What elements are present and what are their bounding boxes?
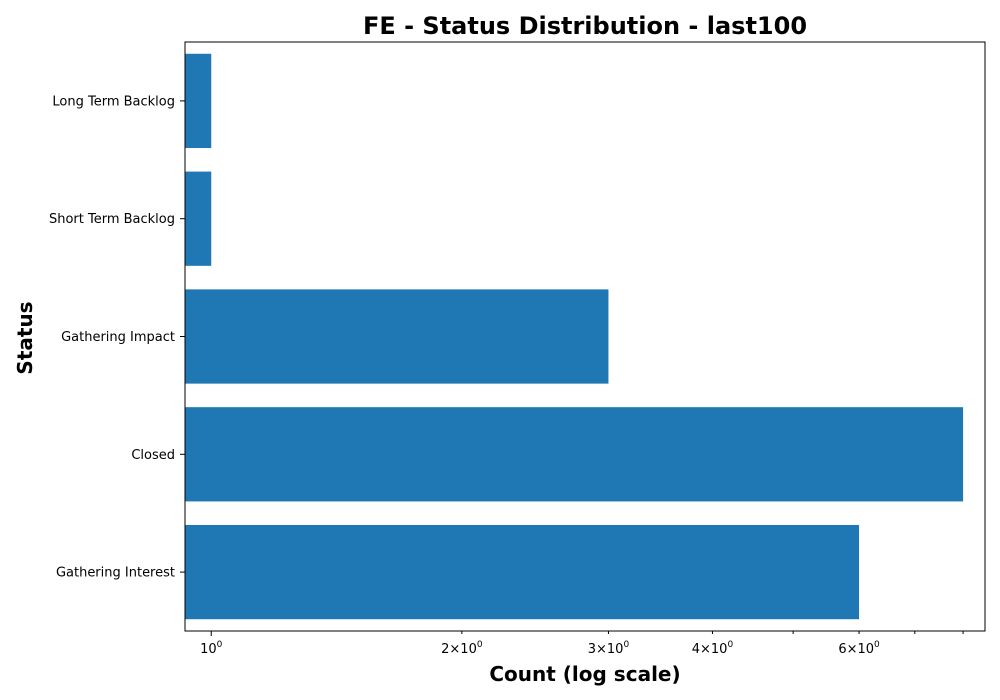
plot-frame (184, 41, 986, 632)
bar-long-term-backlog (185, 53, 212, 149)
y-axis-label: Status (13, 301, 37, 374)
bar-gathering-interest (185, 524, 860, 620)
y-tick-label: Long Term Backlog (52, 94, 175, 109)
bar-gathering-impact (185, 289, 609, 384)
y-tick-label: Closed (131, 448, 175, 463)
x-axis-label: Count (log scale) (489, 662, 680, 686)
y-tick-label: Short Term Backlog (49, 212, 175, 227)
x-tick-label: 100 (200, 640, 223, 657)
bar-closed (185, 407, 964, 502)
x-tick-label: 2×100 (441, 640, 483, 657)
y-axis-ticks: Gathering Interest Closed Gathering Impact… (49, 94, 185, 581)
x-axis-ticks: 100 2×100 3×100 4×100 6×100 (200, 631, 964, 657)
x-tick-label: 6×100 (838, 640, 880, 657)
chart-title: FE - Status Distribution - last100 (363, 12, 807, 40)
y-tick-label: Gathering Impact (61, 330, 175, 345)
bar-short-term-backlog (185, 171, 212, 266)
x-tick-label: 4×100 (692, 640, 734, 657)
bars-group (185, 53, 964, 620)
y-tick-label: Gathering Interest (56, 566, 175, 581)
x-tick-label: 3×100 (588, 640, 630, 657)
